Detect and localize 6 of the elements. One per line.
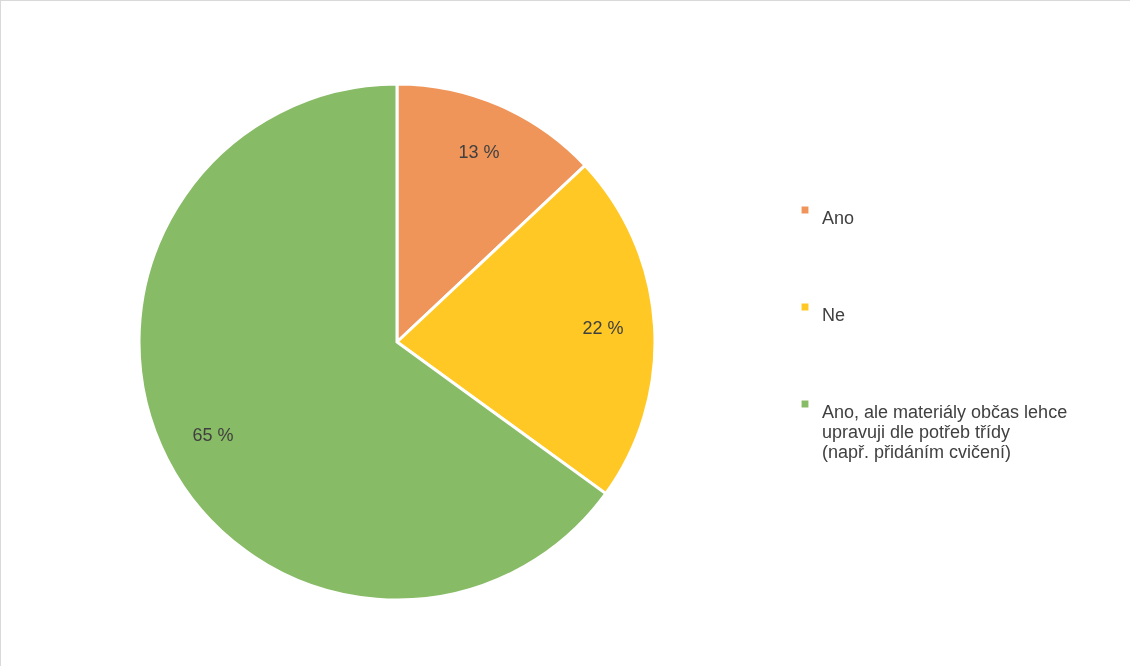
data-label: 13 % [458,141,500,162]
legend-label: Ne [822,305,846,325]
legend-label: Ano, ale materiály občas lehce upravuji dle potřeb třídy (např. přidáním cvičení) [822,402,1068,462]
data-label: 65 % [192,424,234,445]
legend-label: Ano [822,208,855,228]
data-label: 22 % [582,318,624,339]
